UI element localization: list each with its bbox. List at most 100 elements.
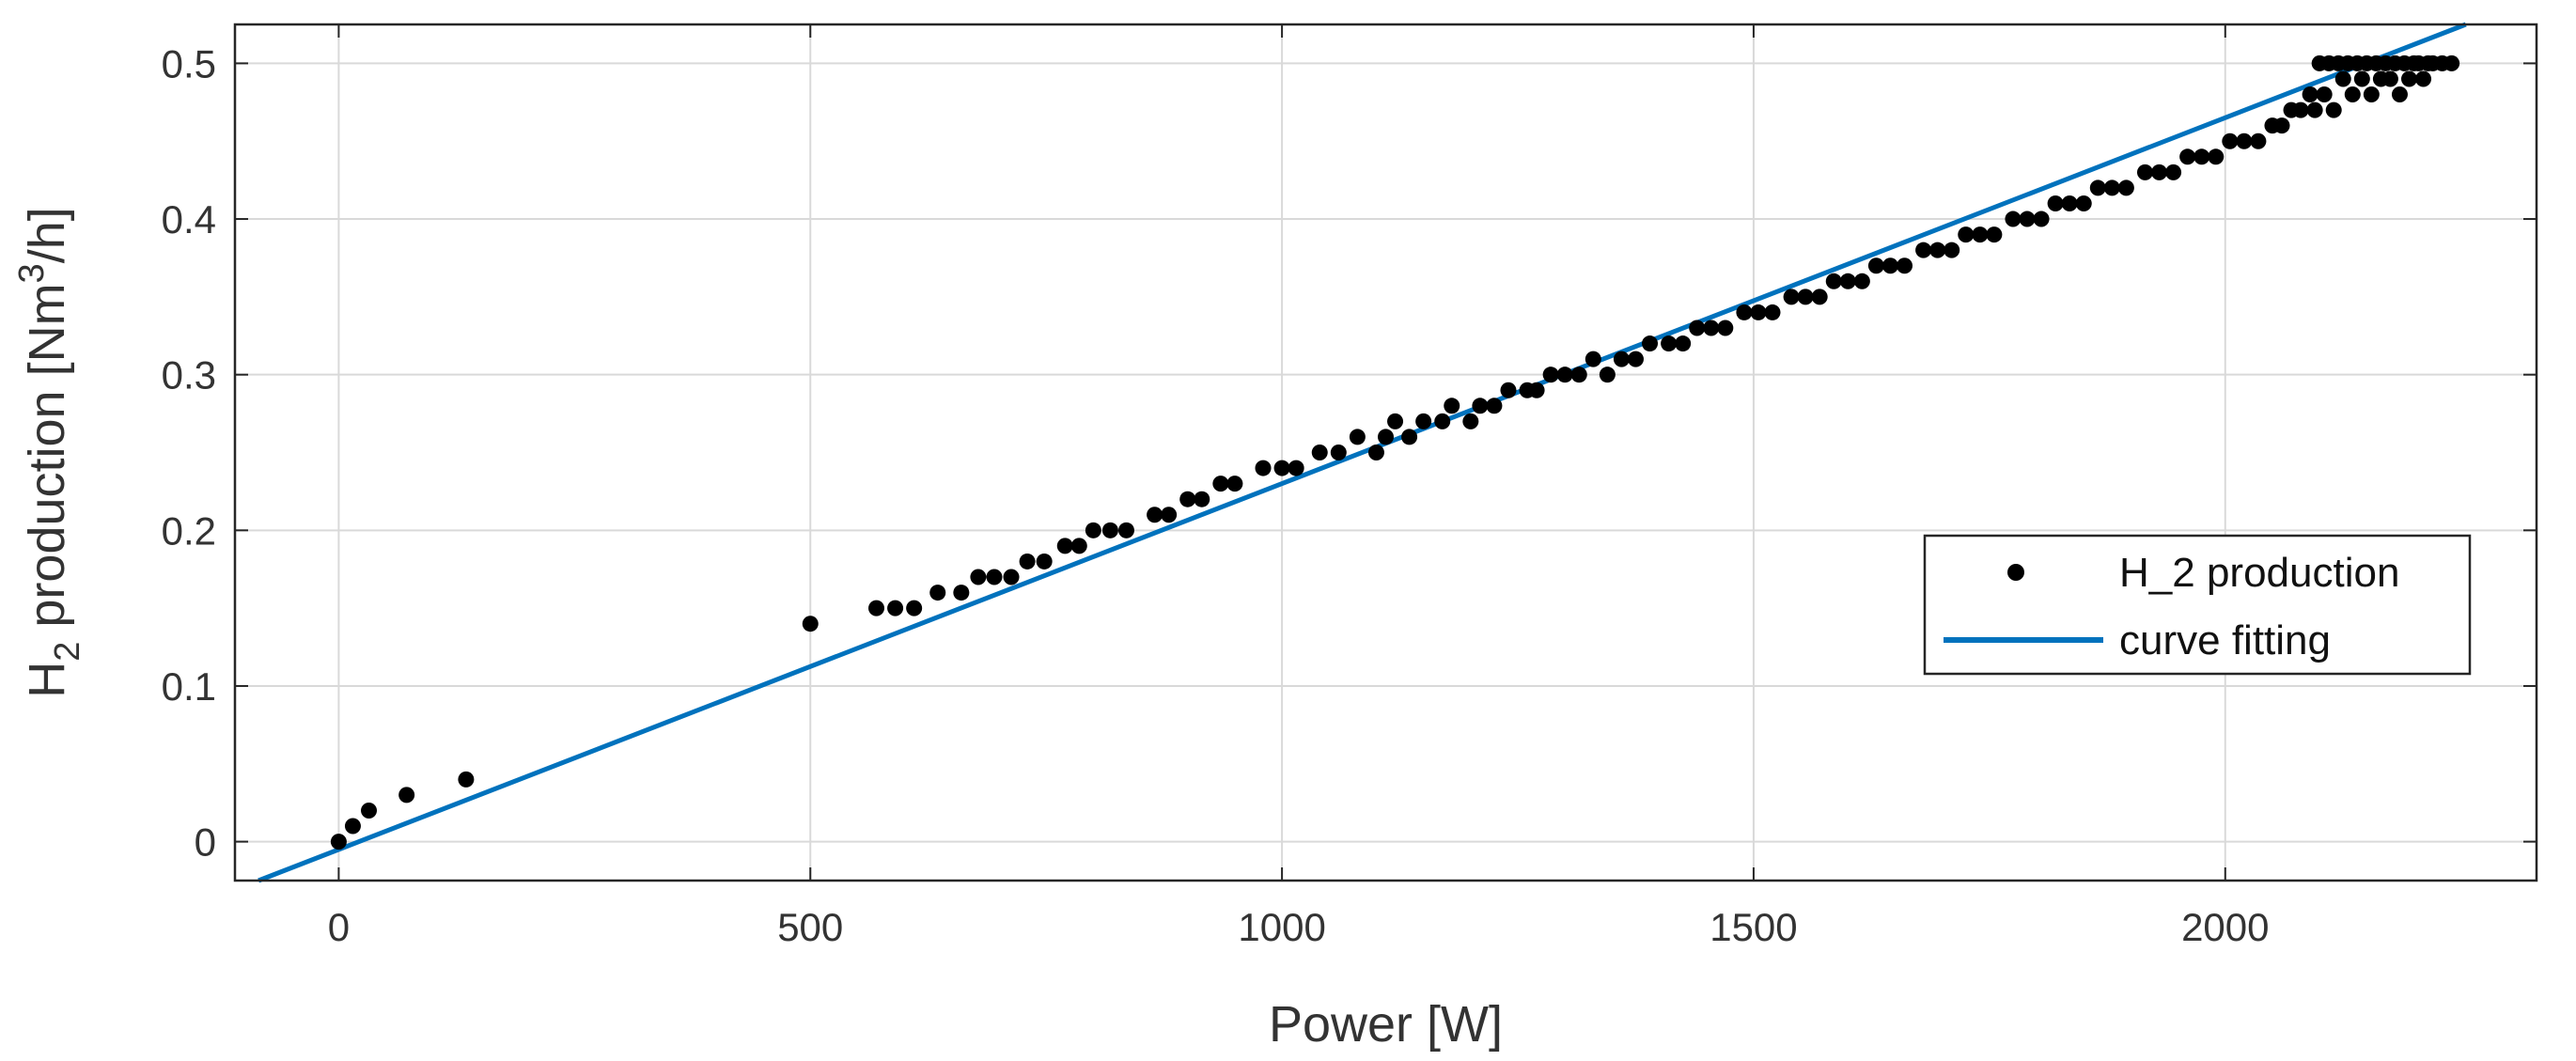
data-point (2353, 70, 2370, 87)
data-point (2391, 86, 2408, 103)
data-point (1288, 460, 1304, 476)
data-point (2344, 86, 2361, 103)
data-point (2089, 179, 2106, 196)
data-point (986, 569, 1003, 585)
data-point (1689, 320, 1706, 336)
data-point (1986, 226, 2003, 243)
scatter-series (330, 55, 2460, 850)
data-point (1434, 413, 1451, 429)
data-point (970, 569, 987, 585)
data-point (344, 818, 361, 835)
data-point (1472, 398, 1489, 414)
data-point (2363, 86, 2380, 103)
data-point (398, 787, 415, 804)
data-point (2136, 164, 2153, 180)
data-point (2165, 164, 2182, 180)
data-point (1330, 445, 1347, 460)
data-point (2236, 133, 2253, 149)
data-point (1613, 351, 1630, 367)
y-axis-title-end: /h] (19, 207, 75, 263)
data-point (1117, 522, 1134, 538)
data-point (1958, 226, 1975, 243)
data-point (1627, 351, 1644, 367)
data-point (1255, 460, 1272, 476)
data-point (1661, 335, 1678, 352)
grid (235, 24, 2537, 881)
data-point (1101, 522, 1118, 538)
data-point (1415, 413, 1432, 429)
x-tick-label: 1000 (1238, 905, 1325, 949)
data-point (1783, 289, 1800, 305)
data-point (1147, 507, 1163, 523)
data-point (1444, 398, 1460, 414)
data-point (361, 802, 378, 819)
data-point (1349, 429, 1366, 445)
x-tick-label: 500 (777, 905, 843, 949)
data-point (2306, 101, 2323, 118)
data-point (1764, 304, 1781, 320)
data-point (1212, 476, 1229, 492)
data-point (1811, 289, 1828, 305)
data-point (2117, 179, 2134, 196)
data-point (1675, 335, 1692, 352)
data-point (2151, 164, 2168, 180)
legend-marker-scatter (2007, 564, 2024, 581)
data-point (2047, 195, 2064, 211)
data-point (2381, 70, 2398, 87)
data-point (2179, 148, 2196, 165)
data-point (1367, 445, 1384, 460)
legend-box (1923, 534, 2472, 676)
data-point (2194, 148, 2210, 165)
data-point (1528, 382, 1545, 398)
data-point (2334, 70, 2351, 87)
data-point (868, 600, 885, 616)
data-point (1717, 320, 1734, 336)
axis-ticks: 0 500 1000 1500 2000 0 0.1 0.2 0.3 0.4 0.5 (162, 24, 2537, 949)
data-point (2250, 133, 2267, 149)
data-point (1085, 522, 1101, 538)
data-point (1570, 367, 1587, 383)
data-point (1542, 367, 1559, 383)
data-point (2222, 133, 2239, 149)
data-point (2273, 117, 2290, 134)
axes-frame (233, 23, 2538, 882)
data-point (2061, 195, 2078, 211)
data-point (953, 585, 970, 601)
data-point (1378, 429, 1394, 445)
data-point (1311, 445, 1328, 460)
data-point (2005, 211, 2022, 227)
data-point (458, 771, 475, 788)
data-point (1972, 226, 1989, 243)
data-point (2075, 195, 2092, 211)
y-tick-label: 0.2 (162, 508, 216, 553)
y-tick-label: 0.1 (162, 664, 216, 709)
y-tick-label: 0.5 (162, 41, 216, 86)
data-point (1070, 538, 1087, 554)
data-point (1387, 413, 1404, 429)
plot-area: 0 500 1000 1500 2000 0 0.1 0.2 0.3 0.4 0.5 (162, 22, 2538, 949)
y-axis-title-rest: production [Nm (19, 283, 75, 641)
data-point (1929, 242, 1946, 258)
y-tick-label: 0.3 (162, 353, 216, 398)
y-tick-label: 0 (195, 820, 216, 865)
data-point (1486, 398, 1503, 414)
data-point (1750, 304, 1767, 320)
data-point (2325, 101, 2342, 118)
data-point (2316, 86, 2333, 103)
legend: H_2 production curve fitting (1923, 534, 2472, 676)
data-point (1056, 538, 1073, 554)
x-tick-label: 1500 (1710, 905, 1797, 949)
data-point (2292, 101, 2309, 118)
data-point (2401, 70, 2418, 87)
data-point (1839, 273, 1856, 289)
data-point (1599, 367, 1616, 383)
y-axis-title: H2 production [Nm3/h] (12, 207, 87, 698)
data-point (906, 600, 923, 616)
data-point (2443, 55, 2460, 71)
legend-label-scatter: H_2 production (2119, 550, 2399, 596)
legend-label-line: curve fitting (2119, 617, 2331, 663)
data-point (1556, 367, 1573, 383)
data-point (330, 834, 347, 850)
data-point (1019, 553, 1036, 570)
